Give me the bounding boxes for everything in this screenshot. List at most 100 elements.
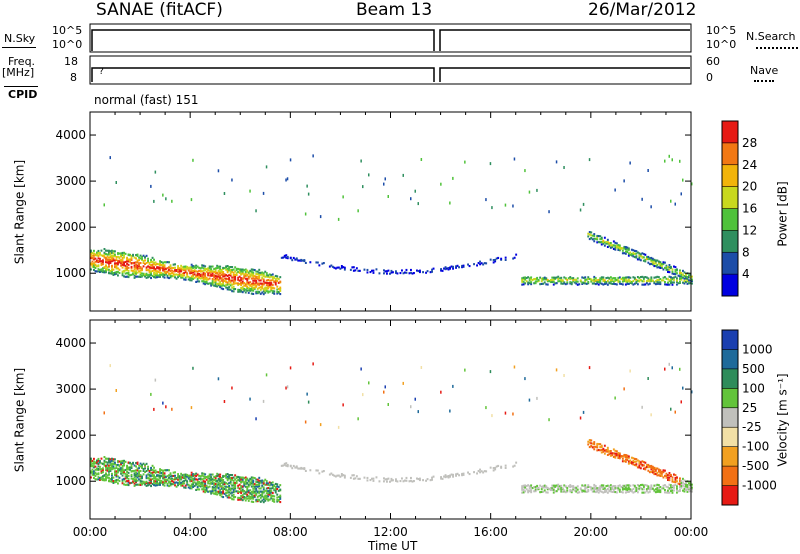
power-scatter-1065: [337, 217, 340, 221]
power-cell-1462: [620, 282, 623, 285]
velocity-cell-1640: [660, 472, 663, 475]
velocity-cell-1060: [331, 473, 334, 476]
power-cell-1361: [596, 238, 599, 241]
velocity-cell-1538: [636, 459, 639, 462]
velocity-cell-457: [174, 471, 176, 474]
velocity-cell-470: [178, 478, 181, 481]
power-cell-67: [102, 263, 104, 266]
velocity-cell-621: [213, 492, 216, 495]
power-cell-68: [102, 261, 104, 264]
power-panel: [89, 111, 693, 312]
velocity-cell-477: [180, 477, 183, 480]
power-cell-958: [267, 290, 270, 293]
velocity-cell-63: [100, 457, 103, 460]
power-cell-45: [97, 260, 100, 263]
power-cell-1178: [492, 261, 495, 264]
velocity-cell-873: [252, 476, 255, 479]
power-cell-871: [252, 273, 255, 276]
power-cell-655: [217, 266, 220, 269]
power-cell-1762: [691, 278, 693, 281]
power-cell-798: [241, 282, 244, 285]
velocity-cell-507: [189, 487, 192, 490]
power-cell-1357: [596, 282, 599, 285]
velocity-cell-1273: [560, 484, 563, 487]
power-cell-264: [135, 261, 137, 264]
velocity-cell-1272: [560, 487, 563, 490]
power-scatter-1033: [289, 158, 292, 162]
velocity-cell-136: [112, 465, 115, 468]
power-cell-532: [193, 270, 196, 273]
power-cell-856: [250, 282, 253, 285]
velocity-cell-1378: [600, 484, 603, 487]
power-cell-1022: [282, 256, 285, 259]
power-cell-740: [231, 269, 234, 272]
power-cell-584: [204, 267, 207, 270]
velocity-cell-1332: [588, 439, 591, 442]
power-cell-323: [147, 269, 149, 272]
power-cell-729: [229, 274, 232, 277]
velocity-cell-188: [121, 468, 124, 471]
power-cell-527: [192, 266, 195, 269]
power-cell-525: [192, 271, 195, 274]
velocity-cell-1421: [609, 450, 612, 453]
velocity-cell-1683: [671, 484, 674, 487]
station-title: SANAE (fitACF): [96, 0, 223, 20]
velocity-cell-1115: [405, 479, 408, 482]
velocity-cell-1709: [679, 489, 681, 492]
velocity-scatter-1205: [524, 377, 526, 381]
velocity-cell-1534: [636, 491, 639, 494]
velocity-cell-260: [135, 478, 137, 481]
power-cell-89: [105, 252, 107, 255]
power-cell-1028: [286, 257, 289, 260]
power-cell-85: [105, 264, 107, 267]
power-cell-756: [234, 279, 237, 282]
velocity-cell-1643: [662, 484, 665, 487]
velocity-cell-1315: [582, 484, 585, 487]
velocity-cell-801: [241, 485, 244, 488]
velocity-cell-1569: [644, 461, 647, 464]
power-cell-107: [108, 256, 110, 259]
power-cell-747: [232, 280, 235, 283]
power-cell-1740: [686, 282, 689, 285]
power-cell-160: [117, 270, 119, 273]
power-scatter-1049: [307, 192, 310, 196]
velocity-cell-947: [265, 498, 268, 501]
power-cell-494: [184, 269, 187, 272]
velocity-cell-1660: [667, 486, 669, 489]
velocity-cell-349: [151, 473, 154, 476]
power-cell-347: [151, 269, 154, 272]
power-cell-1588: [648, 257, 651, 260]
velocity-cell-1365: [597, 488, 600, 491]
velocity-cell-802: [241, 480, 244, 483]
velocity-cell-1591: [650, 484, 653, 487]
power-cell-63: [100, 249, 103, 252]
velocity-cell-314: [145, 482, 148, 485]
velocity-cell-509: [189, 480, 192, 483]
power-scatter-1333: [588, 158, 591, 162]
power-scatter-1280: [563, 166, 565, 169]
power-cell-814: [244, 288, 247, 291]
power-cell-1329: [588, 277, 591, 280]
velocity-cell-546: [196, 480, 199, 483]
power-cell-346: [151, 274, 154, 277]
power-cell-427: [166, 261, 169, 264]
velocity-cell-392: [159, 470, 161, 473]
power-cell-1034: [291, 259, 294, 262]
velocity-cell-1403: [606, 484, 609, 487]
power-cell-210: [126, 272, 128, 275]
beam-title: Beam 13: [356, 0, 433, 20]
power-cell-338: [150, 272, 152, 275]
power-cell-263: [135, 263, 137, 266]
velocity-cell-1271: [560, 488, 563, 491]
power-cell-694: [223, 267, 226, 270]
velocity-cell-1291: [569, 484, 572, 487]
velocity-cell-1574: [645, 463, 648, 466]
velocity-cell-200: [123, 462, 125, 465]
power-cell-1338: [590, 234, 593, 237]
power-cell-492: [184, 276, 187, 279]
power-cell-969: [268, 281, 271, 284]
velocity-cell-492: [184, 484, 187, 487]
velocity-cell-919: [259, 479, 262, 482]
velocity-cell-1186: [504, 466, 507, 469]
velocity-cell-111: [109, 480, 112, 483]
